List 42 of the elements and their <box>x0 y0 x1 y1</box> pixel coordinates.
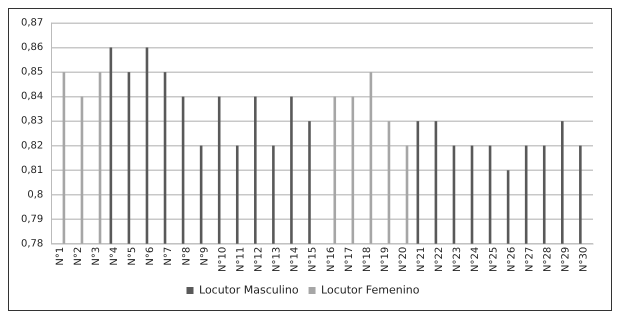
y-tick-label: 0,8 <box>27 189 44 200</box>
x-tick-label: N°14 <box>290 246 301 272</box>
x-tick-label: N°18 <box>362 246 373 272</box>
y-tick-label: 0,87 <box>21 18 44 29</box>
x-tick-label: N°8 <box>181 246 192 266</box>
x-tick-label: N°7 <box>163 246 174 266</box>
legend-label: Locutor Femenino <box>321 283 420 296</box>
y-tick-label: 0,82 <box>21 140 44 152</box>
x-tick-label: N°27 <box>524 246 536 272</box>
x-tick-label: N°15 <box>308 246 319 272</box>
y-tick-label: 0,78 <box>21 238 44 250</box>
x-tick-label: N°12 <box>254 246 265 272</box>
x-tick-label: N°28 <box>542 246 554 272</box>
x-tick-label: N°16 <box>326 246 337 272</box>
x-tick-label: N°9 <box>199 246 210 266</box>
x-tick-label: N°10 <box>217 246 228 272</box>
x-tick-label: N°2 <box>72 246 84 266</box>
x-tick-label: N°1 <box>54 246 66 266</box>
y-tick-label: 0,79 <box>21 214 44 225</box>
x-tick-label: N°5 <box>127 246 138 266</box>
x-tick-label: N°22 <box>434 246 446 272</box>
legend-label: Locutor Masculino <box>199 283 299 296</box>
x-tick-label: N°20 <box>398 246 409 272</box>
x-tick-label: N°11 <box>235 246 246 272</box>
x-tick-label: N°13 <box>272 246 283 272</box>
y-tick-label: 0,83 <box>21 116 44 127</box>
y-tick-label: 0,85 <box>21 66 44 78</box>
x-tick-label: N°25 <box>488 246 500 272</box>
y-tick-label: 0,86 <box>21 42 44 54</box>
x-tick-label: N°3 <box>91 246 102 266</box>
x-tick-label: N°4 <box>109 246 120 266</box>
x-tick-label: N°29 <box>560 246 572 272</box>
y-tick-label: 0,81 <box>21 164 44 176</box>
x-tick-label: N°17 <box>344 246 355 272</box>
x-tick-label: N°23 <box>452 246 464 272</box>
x-tick-label: N°26 <box>506 246 518 272</box>
x-tick-label: N°6 <box>145 246 156 266</box>
x-tick-label: N°24 <box>470 246 482 272</box>
x-tick-label: N°21 <box>416 246 428 272</box>
y-tick-label: 0,84 <box>21 91 44 102</box>
x-tick-label: N°19 <box>380 246 391 272</box>
x-tick-label: N°30 <box>578 246 590 272</box>
